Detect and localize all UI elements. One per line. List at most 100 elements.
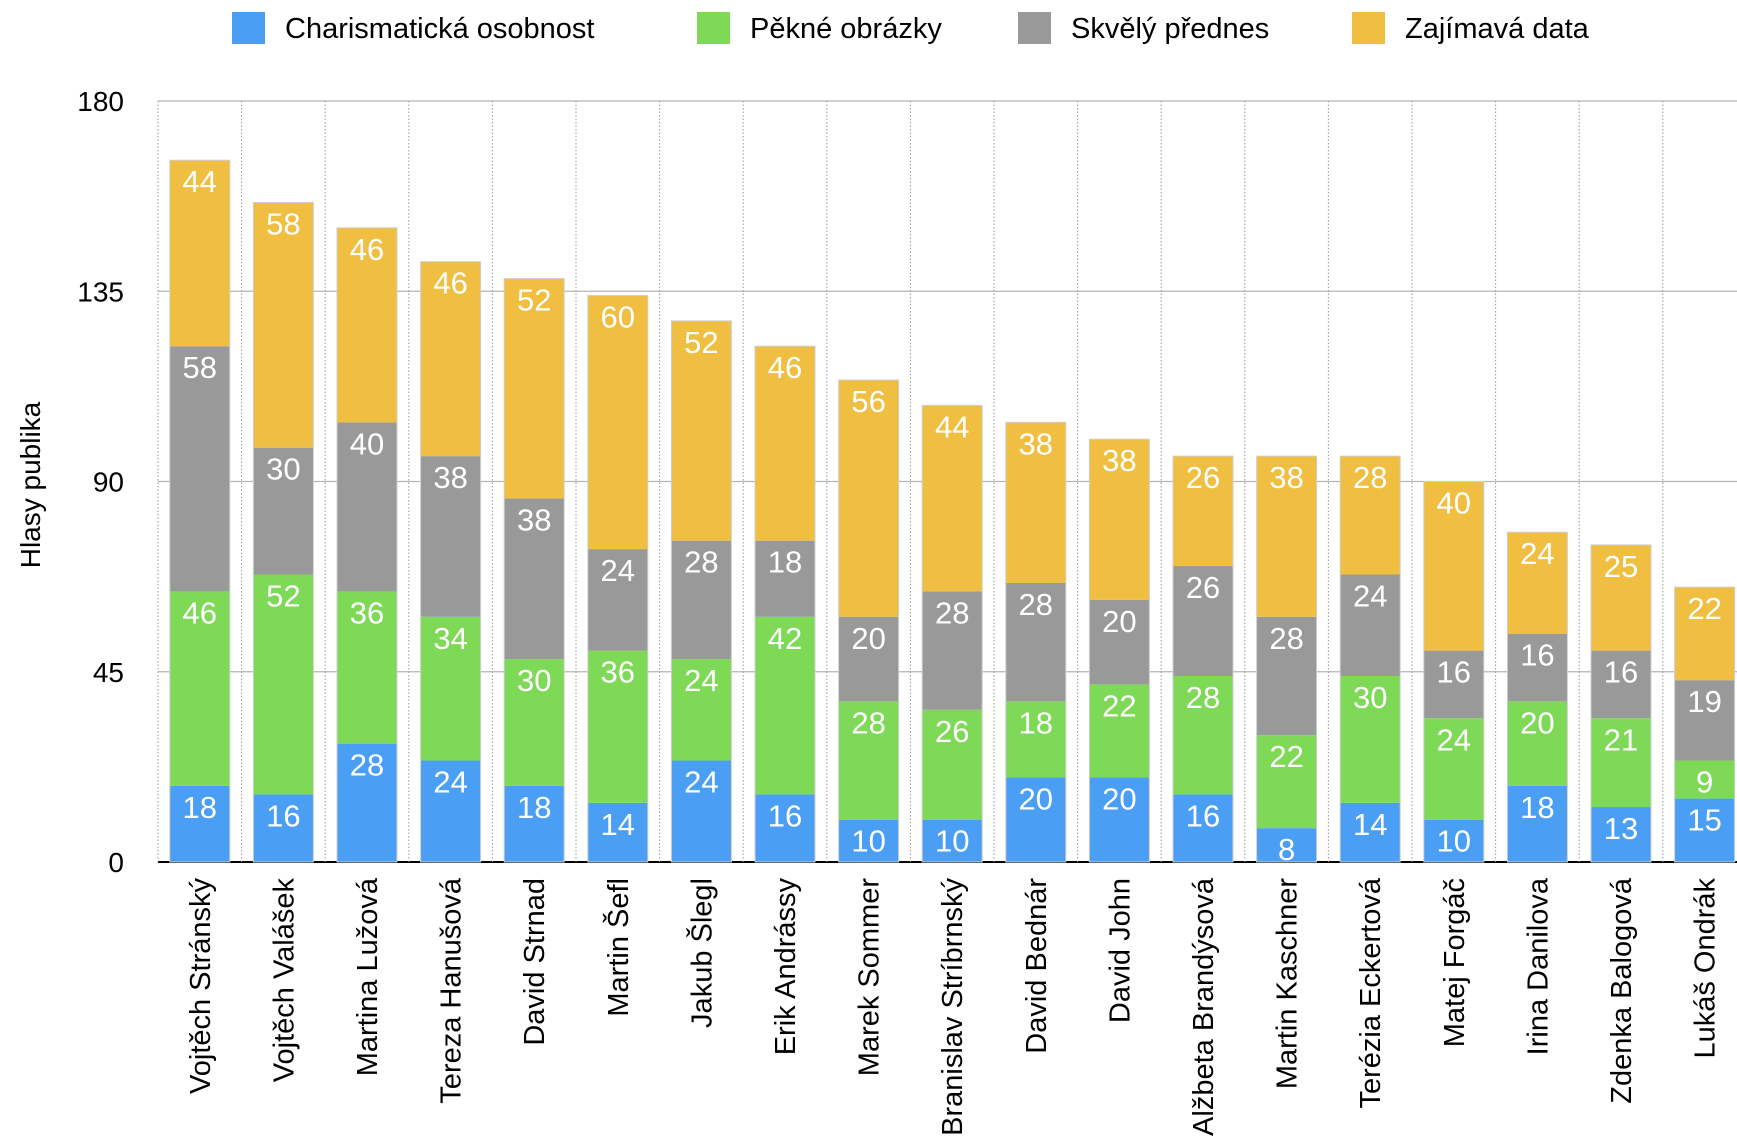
data-label: 9: [1696, 765, 1713, 800]
data-label: 16: [1186, 798, 1220, 833]
data-label: 28: [350, 748, 384, 783]
legend-label: Zajímavá data: [1405, 13, 1590, 45]
bar-segment: [1674, 760, 1735, 799]
bar-segment: [1256, 735, 1317, 829]
data-label: 24: [601, 553, 635, 588]
bar-segment: [337, 591, 397, 744]
bar-outline: [1088, 438, 1150, 863]
gridlines: [157, 100, 1737, 863]
bar-stack: 14 36 24 60: [587, 294, 649, 863]
data-label: 20: [1102, 604, 1136, 639]
data-label: 21: [1604, 722, 1638, 757]
bar-stack: 16 52 30 58: [252, 201, 314, 863]
data-label: 22: [1687, 591, 1721, 626]
data-label: 42: [768, 621, 802, 656]
bar-segment: [253, 574, 314, 795]
bar-segment: [671, 540, 732, 660]
data-label: 60: [601, 299, 635, 334]
legend-item: Skvělý přednes: [1018, 12, 1269, 45]
bar-stack: 24 34 38 46: [420, 261, 482, 863]
bar-segment: [420, 456, 481, 617]
bar-segment: [1173, 794, 1233, 862]
legend-swatch: [1352, 12, 1385, 44]
bar-segment: [169, 346, 230, 592]
bar-segment: [1173, 456, 1233, 567]
bar-stack: 16 42 18 46: [754, 345, 816, 863]
data-label: 24: [1353, 579, 1387, 614]
bar-outline: [670, 320, 732, 863]
category-label: Marek Sommer: [854, 878, 886, 1077]
data-label: 22: [1102, 688, 1136, 723]
data-label: 22: [1269, 739, 1303, 774]
legend-item: Pěkné obrázky: [697, 12, 942, 45]
data-label: 46: [433, 266, 467, 301]
bar-segment: [1674, 587, 1735, 681]
bar-segment: [838, 701, 899, 820]
bar-stack: 14 30 24 28: [1339, 455, 1401, 863]
bar-outline: [921, 404, 983, 863]
category-label: Lukáš Ondrák: [1690, 878, 1722, 1059]
bar-segment: [253, 202, 314, 448]
category-label: Jakub Šlegl: [684, 878, 718, 1028]
data-label: 20: [1520, 705, 1554, 740]
bar-segment: [1591, 544, 1651, 651]
legend-swatch: [232, 12, 265, 44]
bar-segment: [1005, 777, 1066, 862]
legend-label: Pěkné obrázky: [750, 13, 942, 45]
bar-segment: [504, 659, 565, 786]
bar-segment: [755, 794, 815, 862]
bar-outline: [169, 159, 231, 863]
data-label: 24: [1437, 722, 1471, 757]
bar-segment: [1591, 807, 1651, 862]
data-label: 56: [851, 384, 885, 419]
bar-segment: [253, 794, 314, 862]
bar-segment: [337, 422, 397, 592]
bar-stack: 8 22 28 38: [1256, 455, 1318, 867]
data-label: 38: [1269, 460, 1303, 495]
bar-segment: [1089, 777, 1150, 862]
bar-stack: 13 21 16 25: [1590, 544, 1652, 863]
bar-segment: [1089, 684, 1150, 778]
category-label: Terézia Eckertová: [1355, 877, 1387, 1108]
data-label: 44: [183, 164, 217, 199]
data-label: 38: [1019, 426, 1053, 461]
bar-segment: [671, 760, 732, 862]
data-label: 58: [183, 350, 217, 385]
data-label: 40: [350, 426, 384, 461]
bar-segment: [1591, 718, 1651, 808]
category-label: Zdenka Balogová: [1606, 877, 1638, 1104]
data-label: 34: [433, 621, 467, 656]
data-label: 18: [1520, 790, 1554, 825]
data-label: 14: [601, 807, 635, 842]
bar-outline: [587, 294, 649, 863]
data-label: 24: [684, 765, 718, 800]
data-label: 38: [1102, 443, 1136, 478]
bar-segment: [1005, 582, 1066, 702]
bar-stack: 10 26 28 44: [921, 404, 983, 863]
bar-stack: 10 28 20 56: [838, 379, 900, 863]
data-label: 52: [684, 325, 718, 360]
bar-outline: [1339, 455, 1401, 863]
category-label: Tereza Hanušová: [436, 877, 468, 1104]
data-label: 58: [266, 206, 300, 241]
data-label: 38: [517, 502, 551, 537]
bar-outline: [503, 278, 565, 863]
category-label: Vojtěch Stránský: [185, 878, 217, 1094]
data-label: 18: [183, 790, 217, 825]
y-tick-label: 180: [77, 86, 124, 117]
bar-stack: 24 24 28 52: [670, 320, 732, 863]
data-label: 26: [1186, 570, 1220, 605]
bar-segment: [1423, 481, 1484, 651]
data-label: 25: [1604, 549, 1638, 584]
category-label: Matej Forgáč: [1439, 878, 1471, 1047]
data-label: 30: [1353, 680, 1387, 715]
bar-segment: [1591, 650, 1651, 719]
bar-segment: [1507, 785, 1568, 862]
data-label: 38: [433, 460, 467, 495]
data-label: 16: [768, 798, 802, 833]
legend-swatch: [1018, 12, 1051, 44]
bar-segment: [1340, 802, 1401, 862]
bar-stack: 10 24 16 40: [1423, 481, 1485, 863]
bar-segment: [922, 591, 983, 710]
bar-segment: [1423, 819, 1484, 862]
